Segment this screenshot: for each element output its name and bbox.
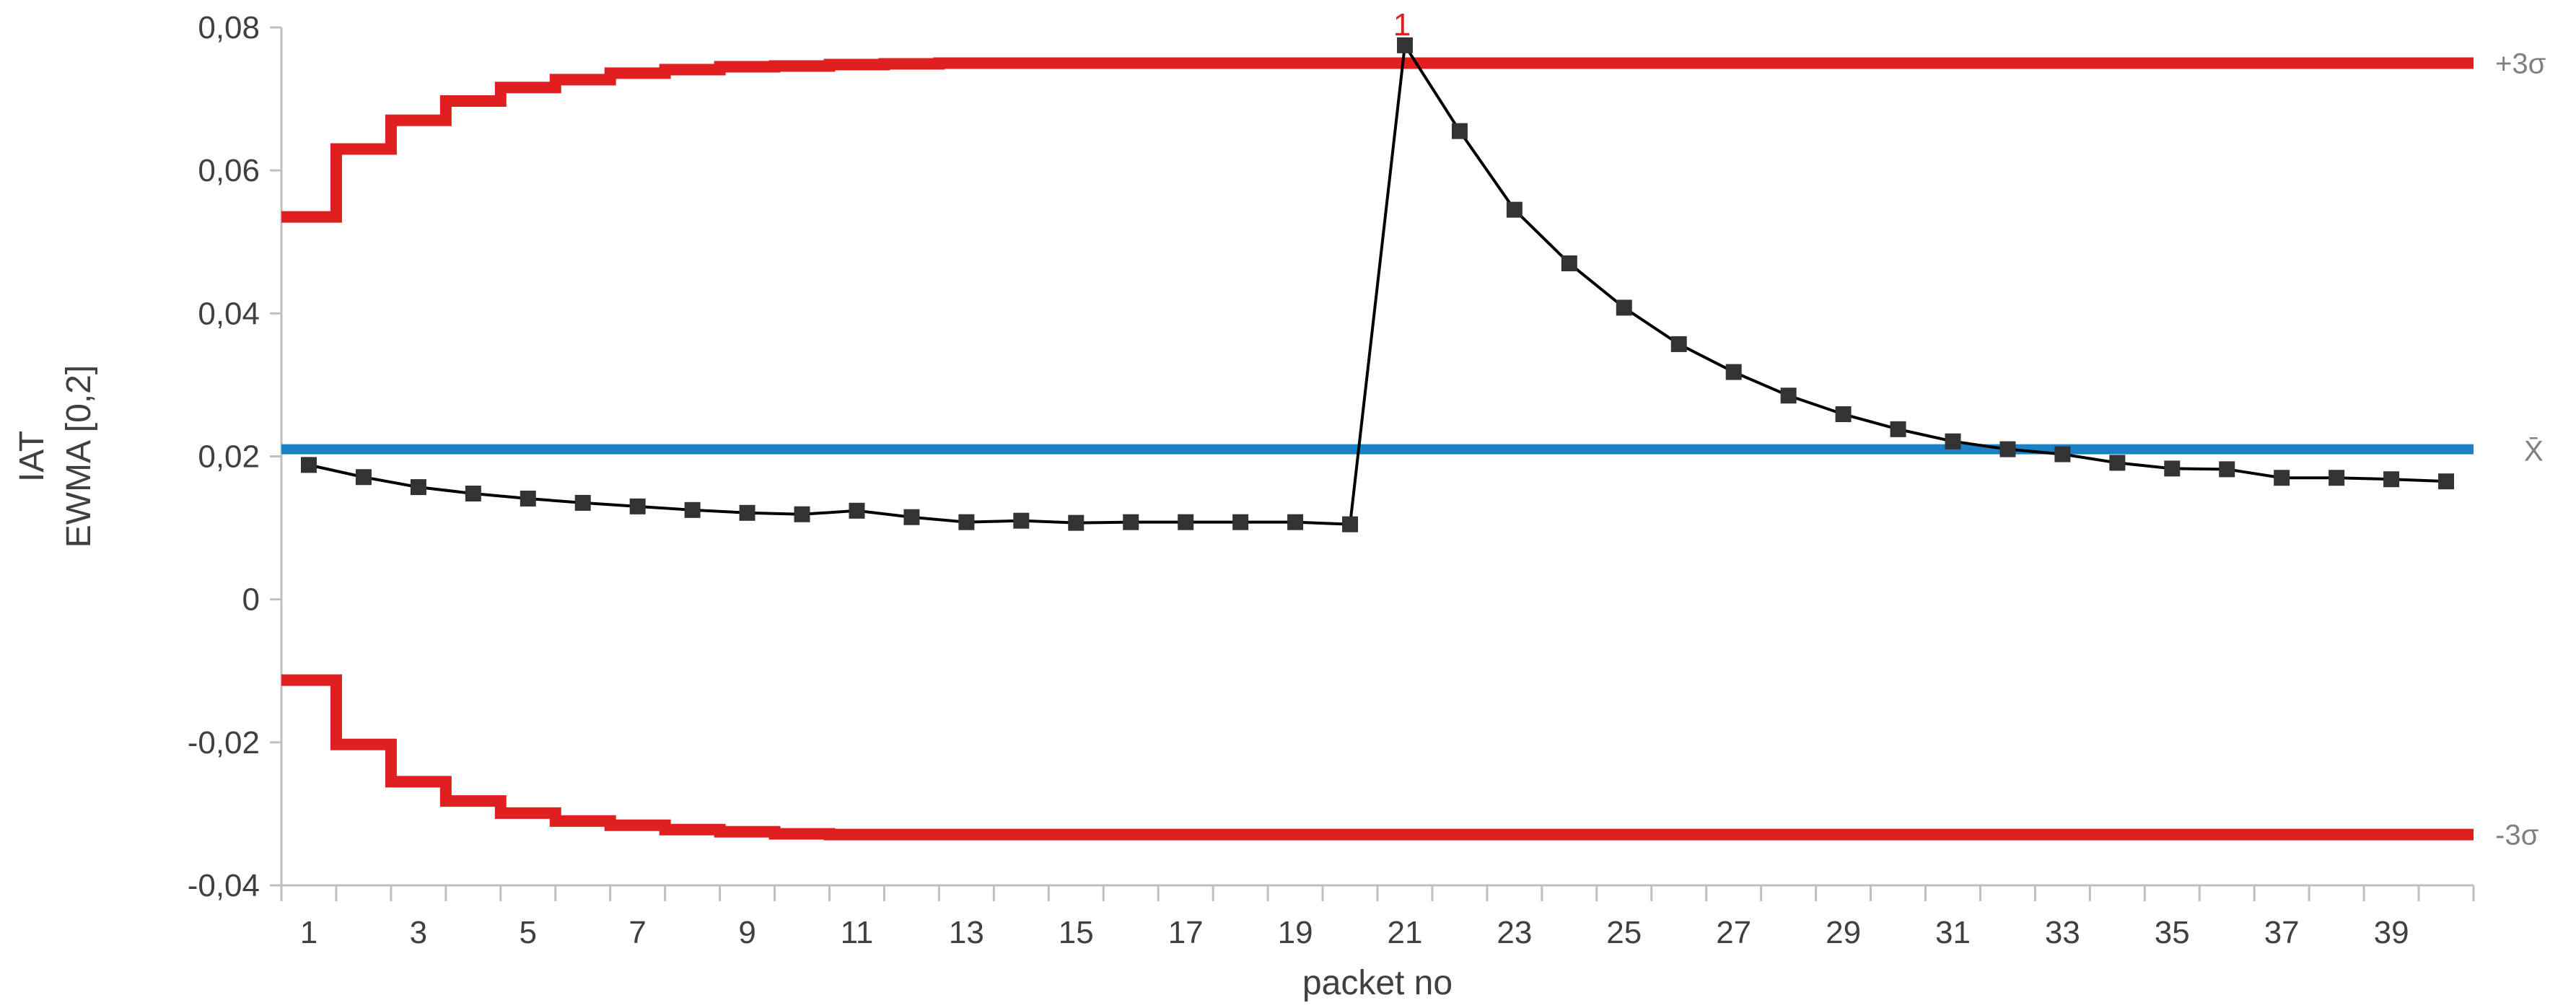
x-tick-label: 19 <box>1278 915 1313 950</box>
x-tick-label: 23 <box>1497 915 1532 950</box>
ewma-point <box>300 457 317 473</box>
y-tick-label: 0,06 <box>198 153 260 188</box>
x-tick-label: 11 <box>841 915 874 950</box>
ewma-point <box>2383 471 2400 488</box>
ewma-point <box>1451 123 1468 139</box>
y-tick-label: 0,02 <box>198 439 260 475</box>
ewma-point <box>1616 299 1632 316</box>
x-tick-label: 17 <box>1168 915 1204 950</box>
y-tick-label: -0,02 <box>188 725 260 761</box>
ewma-point <box>903 509 920 525</box>
ewma-point <box>1178 514 1194 530</box>
x-tick-label: 35 <box>2155 915 2190 950</box>
ewma-point <box>1123 514 1139 530</box>
ewma-point <box>1068 514 1085 531</box>
ewma-point <box>2109 455 2126 471</box>
ewma-point <box>1287 514 1304 530</box>
x-tick-label: 15 <box>1059 915 1094 950</box>
ewma-point <box>1670 336 1687 352</box>
y-axis-title-line-2: EWMA [0,2] <box>60 365 98 548</box>
x-tick-label: 33 <box>2045 915 2080 950</box>
x-tick-label: 7 <box>628 915 646 950</box>
y-tick-label: 0,08 <box>198 10 260 45</box>
ewma-point <box>1945 433 1961 450</box>
ucl-label: +3σ <box>2495 48 2546 80</box>
ewma-point <box>1232 514 1249 530</box>
y-axis-title-line-1: IAT <box>13 431 51 482</box>
x-tick-label: 39 <box>2374 915 2409 950</box>
ewma-point <box>739 504 755 521</box>
y-tick-label: 0,04 <box>198 296 260 331</box>
ewma-point <box>1725 364 1742 380</box>
x-tick-label: 21 <box>1387 915 1422 950</box>
x-tick-label: 9 <box>738 915 755 950</box>
ewma-point <box>2329 470 2345 486</box>
ewma-point <box>1999 441 2016 457</box>
ewma-point <box>2438 473 2455 490</box>
ewma-point <box>1342 516 1359 533</box>
ewma-point <box>958 514 975 530</box>
ewma-point <box>2274 470 2290 486</box>
ewma-point <box>849 502 865 519</box>
ewma-point <box>629 498 646 514</box>
lcl-line <box>281 674 2474 841</box>
ewma-point <box>574 494 591 511</box>
ewma-point <box>794 506 810 522</box>
x-tick-label: 29 <box>1826 915 1861 950</box>
x-tick-label: 13 <box>949 915 984 950</box>
x-tick-label: 27 <box>1716 915 1751 950</box>
ewma-point <box>1780 387 1797 404</box>
ewma-point <box>1506 201 1523 218</box>
ewma-point <box>520 490 536 507</box>
ewma-point <box>684 501 701 518</box>
ewma-point <box>465 486 481 502</box>
ewma-point <box>1835 406 1852 423</box>
x-tick-label: 1 <box>300 915 317 950</box>
y-tick-label: 0 <box>242 582 260 618</box>
ewma-point <box>1890 421 1906 437</box>
ewma-point <box>1396 37 1413 53</box>
lcl-label: -3σ <box>2495 820 2539 851</box>
x-tick-label: 37 <box>2264 915 2300 950</box>
x-axis-title: packet no <box>1302 964 1453 1002</box>
x-tick-label: 25 <box>1606 915 1642 950</box>
x-tick-label: 3 <box>410 915 427 950</box>
ucl-line <box>281 57 2474 223</box>
ewma-point <box>2219 461 2235 478</box>
ewma-point <box>410 479 426 496</box>
x-tick-label: 31 <box>1935 915 1971 950</box>
ewma-point <box>1013 512 1030 529</box>
ewma-point <box>2054 446 2071 463</box>
x-tick-label: 5 <box>520 915 537 950</box>
ewma-series-line <box>308 40 2447 526</box>
y-tick-label: -0,04 <box>188 868 260 903</box>
ewma-point <box>355 469 372 486</box>
ewma-point <box>1561 255 1577 271</box>
out-of-control-annotation: 1 <box>1393 7 1411 43</box>
ewma-point <box>2164 460 2181 477</box>
center-line-label: X̄ <box>2524 436 2544 468</box>
